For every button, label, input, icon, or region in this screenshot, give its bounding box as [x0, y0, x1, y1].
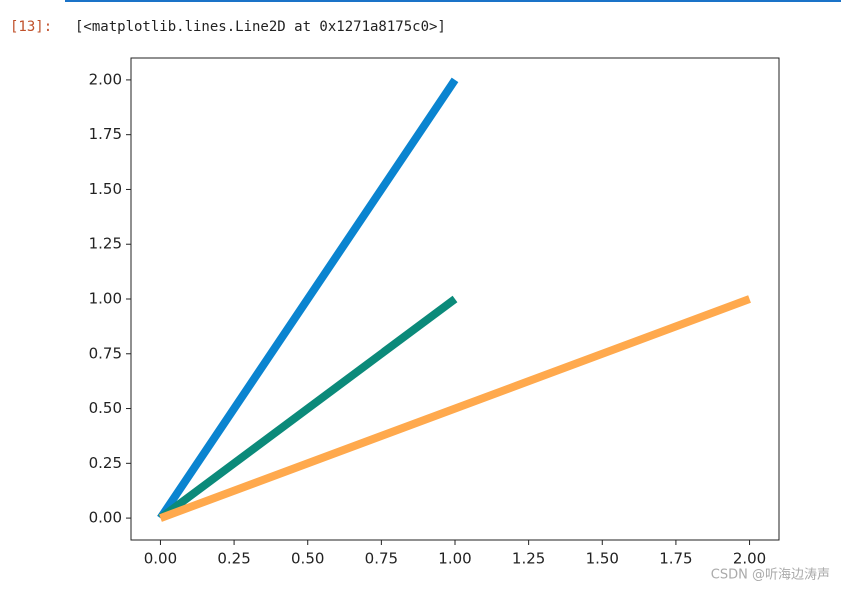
x-tick-label: 1.25 — [512, 550, 545, 568]
x-tick-label: 1.00 — [438, 550, 471, 568]
line — [159, 295, 751, 522]
cell-prompt: [13]: — [10, 19, 52, 35]
plot: 0.00 0.25 0.50 0.75 1.00 1.25 1.50 1.75 2.00 0.00… — [89, 70, 767, 567]
y-tick-label: 2.00 — [89, 70, 122, 88]
y-tick-label: 0.00 — [89, 509, 122, 527]
watermark: CSDN @听海边涛声 — [711, 567, 830, 583]
y-tick-label: 1.25 — [89, 235, 122, 253]
x-tick-label: 1.50 — [586, 550, 619, 568]
y-tick-label: 1.75 — [89, 125, 122, 143]
y-tick-label: 0.25 — [89, 454, 122, 472]
x-tick-label: 0.25 — [217, 550, 250, 568]
y-tick-label: 1.00 — [89, 290, 122, 308]
line — [157, 77, 459, 521]
y-tick-label: 0.50 — [89, 399, 122, 417]
x-tick-label: 0.50 — [291, 550, 324, 568]
x-tick-label: 0.75 — [365, 550, 398, 568]
line — [158, 295, 458, 522]
cell-output: [<matplotlib.lines.Line2D at 0x1271a8175… — [75, 19, 446, 35]
x-tick-label: 0.00 — [144, 550, 177, 568]
y-tick-label: 1.50 — [89, 180, 122, 198]
x-tick-label: 2.00 — [733, 550, 766, 568]
x-tick-label: 1.75 — [659, 550, 692, 568]
y-tick-label: 0.75 — [89, 344, 122, 362]
